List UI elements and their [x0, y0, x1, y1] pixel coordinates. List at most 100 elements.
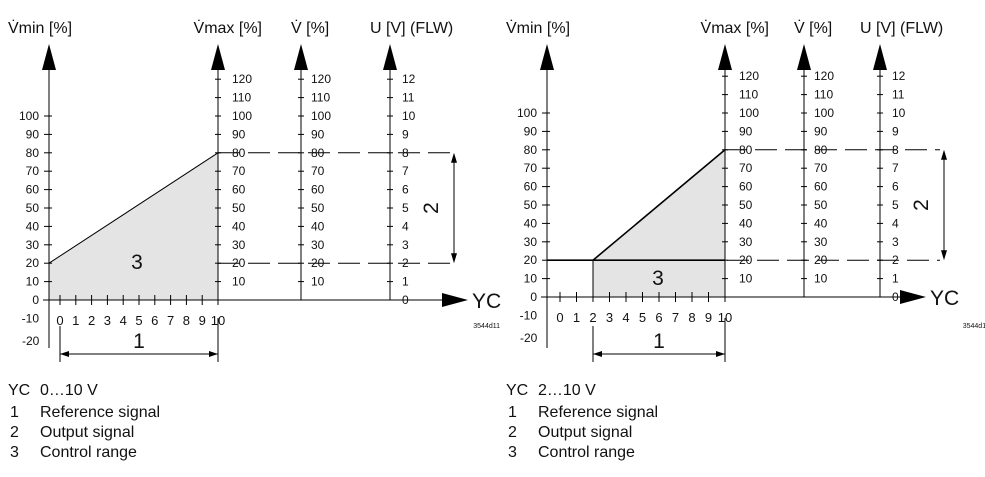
out-arrow-top — [451, 152, 457, 163]
yc-tick-label: 1 — [573, 310, 580, 325]
vmax-tick-label: 110 — [739, 88, 758, 102]
legend-label: Output signal — [40, 424, 134, 441]
vmin-tick-label: 80 — [26, 146, 40, 160]
marker-reference: 1 — [653, 330, 665, 353]
dim-arrow-right — [209, 351, 218, 357]
header-v: V̇ [%] — [291, 19, 329, 37]
drawing-code: 3544d12 — [963, 323, 985, 330]
u-tick-label: 10 — [402, 109, 416, 123]
vmax-tick-label: 80 — [232, 146, 246, 160]
yc-tick-label: 8 — [688, 310, 695, 325]
v-tick-label: 30 — [311, 238, 325, 252]
marker-output: 2 — [910, 199, 933, 211]
u-tick-label: 0 — [892, 290, 899, 304]
yc-tick-label: 1 — [72, 313, 79, 328]
v-tick-label: 40 — [311, 219, 325, 233]
legend-label: Control range — [538, 444, 635, 461]
vmax-tick-label: 40 — [739, 216, 753, 230]
header-vmin: V̇min [%] — [8, 19, 72, 37]
vmin-tick-label: 10 — [524, 272, 538, 286]
diagram-left: YCV̇min [%] V̇max [%] V̇ [%] U [V] (FLW)100… — [8, 19, 501, 461]
u-tick-label: 0 — [402, 293, 409, 307]
caption-range: 0…10 V — [40, 382, 98, 399]
yc-tick-label: 8 — [183, 313, 190, 328]
caption-code: YC — [8, 382, 30, 399]
marker-reference: 1 — [133, 330, 145, 353]
vmin-tick-label: 100 — [19, 109, 39, 123]
vmax-tick-label: 90 — [232, 127, 246, 141]
marker-control: 3 — [131, 251, 143, 274]
u-tick-label: 12 — [402, 72, 416, 86]
legend-label: Reference signal — [538, 404, 658, 421]
v-tick-label: 90 — [814, 124, 828, 138]
yc-tick-label: 3 — [104, 313, 111, 328]
vmin-tick-label: -10 — [22, 311, 40, 325]
yc-tick-label: 0 — [56, 313, 63, 328]
yc-tick-label: 4 — [622, 310, 629, 325]
yc-axis-label: YC — [930, 287, 959, 310]
vmax-tick-label: 60 — [232, 183, 246, 197]
v-tick-label: 120 — [311, 72, 331, 86]
vmax-tick-label: 30 — [739, 235, 753, 249]
yc-tick-label: 2 — [589, 310, 596, 325]
vmin-tick-label: 0 — [32, 293, 39, 307]
u-tick-label: 11 — [892, 88, 905, 102]
u-tick-label: 9 — [402, 127, 409, 141]
v-tick-label: 80 — [311, 146, 325, 160]
vmin-tick-label: 40 — [524, 216, 538, 230]
v-tick-label: 30 — [814, 235, 828, 249]
yc-arrow — [442, 293, 468, 307]
vmax-tick-label: 70 — [232, 164, 246, 178]
vmin-tick-label: 90 — [26, 127, 40, 141]
characteristic-line — [592, 149, 726, 261]
v-tick-label: 120 — [814, 69, 834, 83]
vmin-tick-label: 50 — [26, 201, 40, 215]
v-tick-label: 100 — [311, 109, 331, 123]
yc-tick-label: 5 — [639, 310, 646, 325]
v-tick-label: 50 — [814, 198, 828, 212]
vmax-tick-label: 100 — [232, 109, 252, 123]
vmax-tick-label: 110 — [232, 91, 251, 105]
u-tick-label: 5 — [892, 198, 899, 212]
marker-output: 2 — [420, 202, 443, 214]
yc-tick-label: 0 — [556, 310, 563, 325]
dim-arrow-left — [60, 351, 69, 357]
legend-label: Output signal — [538, 424, 632, 441]
characteristic-line — [48, 152, 219, 264]
vmax-tick-label: 100 — [739, 106, 759, 120]
vmin-tick-label: 60 — [26, 183, 40, 197]
v-tick-label: 10 — [814, 272, 828, 286]
vmax-tick-label: 40 — [232, 219, 246, 233]
vmin-arrow — [540, 44, 554, 70]
u-tick-label: 1 — [892, 272, 899, 286]
u-tick-label: 8 — [892, 143, 899, 157]
yc-tick-label: 10 — [718, 310, 732, 325]
yc-tick-label: 9 — [705, 310, 712, 325]
u-tick-label: 2 — [892, 253, 899, 267]
legend-number: 1 — [10, 404, 19, 421]
yc-axis-label: YC — [472, 290, 501, 313]
yc-arrow — [900, 290, 926, 304]
v-tick-label: 20 — [814, 253, 828, 267]
yc-tick-label: 2 — [88, 313, 95, 328]
out-arrow-bottom — [451, 253, 457, 264]
v-tick-label: 60 — [311, 183, 325, 197]
vmax-tick-label: 60 — [739, 180, 753, 194]
legend-label: Control range — [40, 444, 137, 461]
u-tick-label: 6 — [402, 183, 409, 197]
v-tick-label: 20 — [311, 256, 325, 270]
yc-tick-label: 5 — [135, 313, 142, 328]
v-tick-label: 70 — [814, 161, 828, 175]
header-u: U [V] (FLW) — [860, 20, 943, 37]
u-tick-label: 9 — [892, 124, 899, 138]
v-tick-label: 60 — [814, 180, 828, 194]
u-tick-label: 11 — [402, 91, 415, 105]
yc-tick-label: 4 — [120, 313, 127, 328]
yc-tick-label: 7 — [167, 313, 174, 328]
yc-tick-label: 9 — [199, 313, 206, 328]
u-tick-label: 12 — [892, 69, 906, 83]
vmin-tick-label: 90 — [524, 124, 538, 138]
vmax-tick-label: 80 — [739, 143, 753, 157]
header-vmin: V̇min [%] — [506, 19, 570, 37]
vmax-arrow — [718, 44, 732, 70]
